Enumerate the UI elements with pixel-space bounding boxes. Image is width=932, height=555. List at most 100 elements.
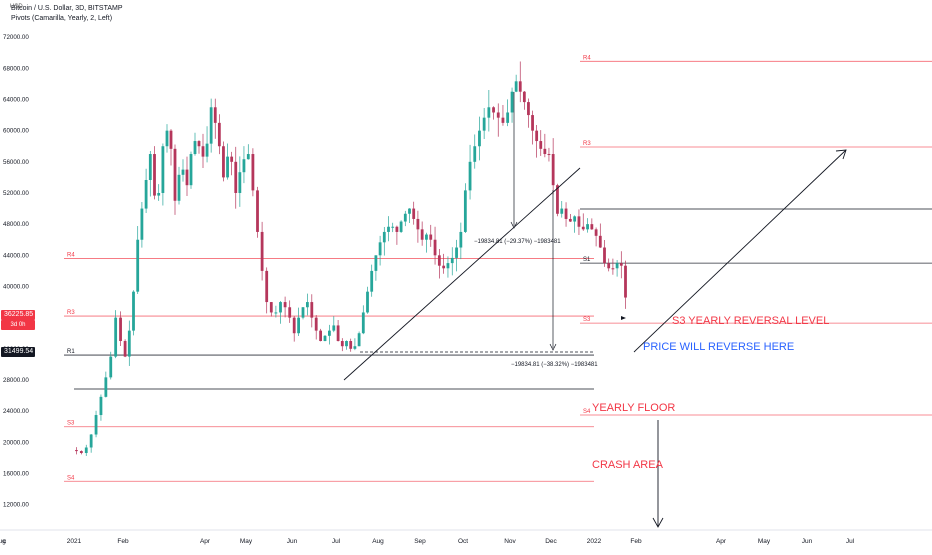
candle-body [197,141,201,147]
crash-arrowhead [652,517,664,528]
candle-body [482,117,486,131]
candle-body [319,330,322,342]
candle-body [265,270,269,303]
candle-body [274,312,278,314]
x-tick-label: May [758,538,771,545]
candle-body [527,102,530,116]
candle-body [349,341,353,349]
candle-body [193,141,197,155]
current-price-badge: 36225.85 [1,310,35,320]
candle-body [201,146,205,157]
candle-body [222,146,225,178]
candle-body [306,302,309,308]
candle-body [510,91,514,113]
x-tick-label: Apr [200,538,211,545]
candle-body [251,154,255,191]
candle-body [535,130,539,142]
candle-body [345,341,348,347]
candle-body [189,154,193,186]
candle-body [353,346,357,349]
candle-body [547,154,551,156]
candle-body [213,107,217,123]
candle-body [551,154,555,186]
candle-body [433,239,437,256]
pivot-label-r1: R1 [67,349,75,355]
candle-body [382,231,386,243]
candle-body [336,325,340,342]
candle-body [119,317,122,342]
currency-label: USD [10,4,23,10]
candle-body [242,159,246,173]
candle-body [514,81,518,92]
y-tick-label: 40000.00 [3,283,29,290]
pivot-label-r3: R3 [67,310,75,316]
candle-body [99,396,103,416]
measure-label: −19834.81 (−38.32%) −1983481 [511,362,598,368]
candle-body [564,208,568,219]
x-tick-label: 2022 [587,538,602,545]
x-tick-label: Jun [287,538,298,545]
candle-body [496,112,500,118]
candle-body [292,317,296,334]
candle-body [403,213,407,222]
measure-label: −19834.81 (−29.37%) −1983481 [474,239,561,245]
candle-body [573,216,577,222]
candle-body [615,263,619,269]
candle-body [79,451,83,454]
crash-area-annotation: CRASH AREA [592,459,664,471]
candle-body [450,257,454,264]
y-tick-label: 68000.00 [3,65,29,72]
y-tick-label: 60000.00 [3,128,29,135]
candle-body [522,91,526,103]
candle-body [378,242,382,256]
candle-body [301,307,305,318]
candle-body [492,107,495,113]
candle-body [357,333,361,347]
candle-body [246,154,250,160]
candle-body [169,130,173,149]
x-tick-label: Aug [372,538,384,545]
candle-body [153,154,156,196]
candle-body [177,174,181,201]
candle-body [463,190,467,232]
candle-body [577,216,581,227]
reversal-arrowhead [835,149,847,160]
candle-body [256,190,259,232]
candle-body [161,146,165,193]
x-tick-label: Nov [504,538,516,545]
candle-body [84,447,88,454]
current-price-value: 36225.85 [4,311,34,318]
candle-body [297,317,300,334]
candle-body [140,208,144,240]
pivot-label-s3: S3 [67,421,75,427]
x-tick-label: Apr [716,538,727,545]
candle-body [136,239,140,292]
candle-body [340,341,344,347]
candle-body [539,141,543,149]
candle-body [209,107,213,144]
candle-body [399,221,403,232]
measure-arrowhead [549,343,557,351]
candle-body [217,122,221,147]
candle-body [279,302,282,313]
candle-body [230,156,234,162]
y-tick-label: 20000.00 [3,439,29,446]
y-tick-label: 52000.00 [3,190,29,197]
x-tick-label: Jul [846,538,855,545]
candle-body [238,172,242,193]
candle-body [425,234,428,240]
candle-body [586,224,589,230]
price-reverse-annotation: PRICE WILL REVERSE HERE [643,341,794,353]
pivot-label-r3: R3 [583,141,591,147]
y-tick-label: 72000.00 [3,34,29,41]
candle-body [543,148,547,155]
candle-body [185,169,189,186]
candle-body [619,263,623,266]
candle-body [518,81,522,92]
countdown-badge: 3d 0h [1,320,35,330]
candle-body [114,317,118,357]
x-tick-label: Feb [117,538,129,545]
candle-body [127,330,131,357]
